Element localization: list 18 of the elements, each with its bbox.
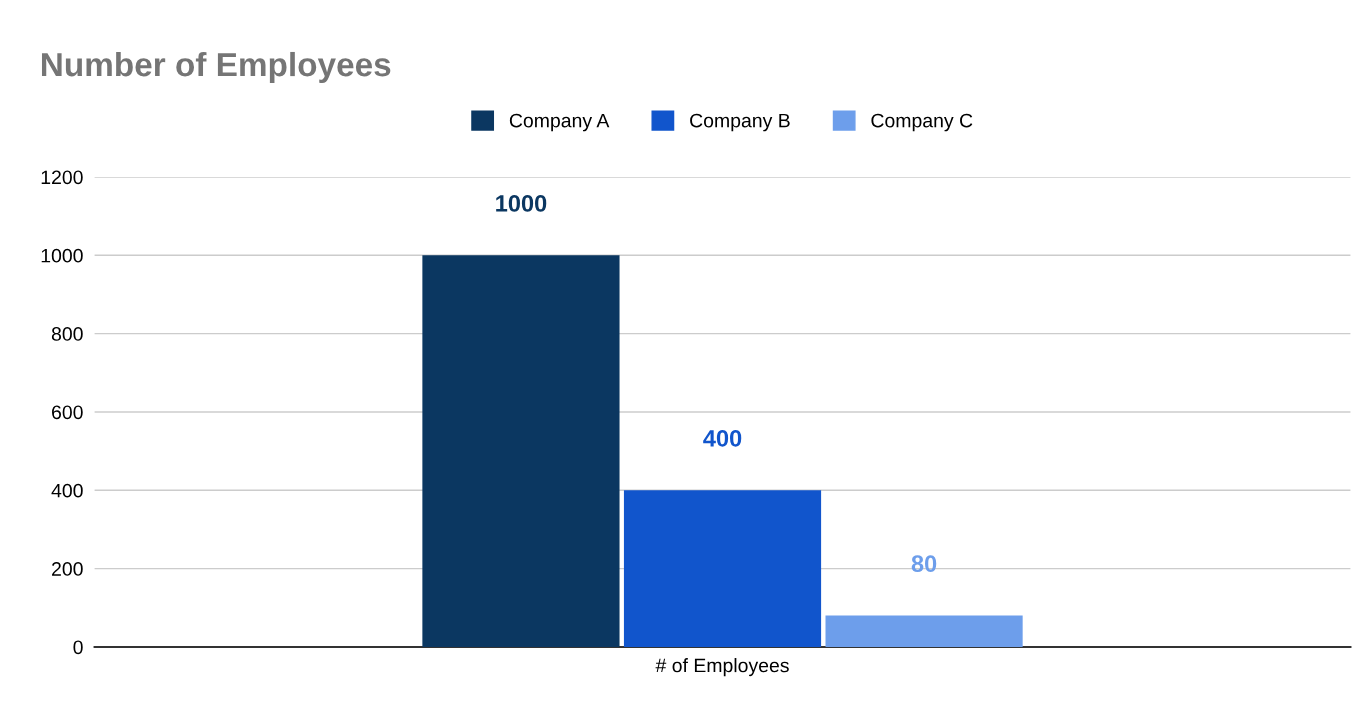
y-tick-label: 1200 (41, 170, 83, 185)
bar (422, 255, 620, 647)
data-label: 80 (911, 555, 937, 573)
legend-label: Company C (871, 113, 973, 132)
data-label: 400 (703, 430, 742, 447)
y-tick-label: 800 (51, 327, 83, 341)
bar (825, 615, 1023, 647)
data-label: 1000 (496, 195, 547, 212)
y-tick-label: 600 (52, 405, 83, 420)
y-tick-label: 1000 (41, 248, 83, 263)
legend-label: Company B (690, 113, 790, 132)
y-tick-label: 200 (52, 562, 83, 576)
chart-title: Number of Employees (41, 51, 391, 84)
x-tick-label: # of Employees (655, 658, 789, 677)
y-tick-label: 0 (73, 640, 83, 655)
bar (623, 490, 822, 647)
y-tick-label: 400 (51, 483, 83, 498)
legend-label: Company A (509, 113, 610, 132)
